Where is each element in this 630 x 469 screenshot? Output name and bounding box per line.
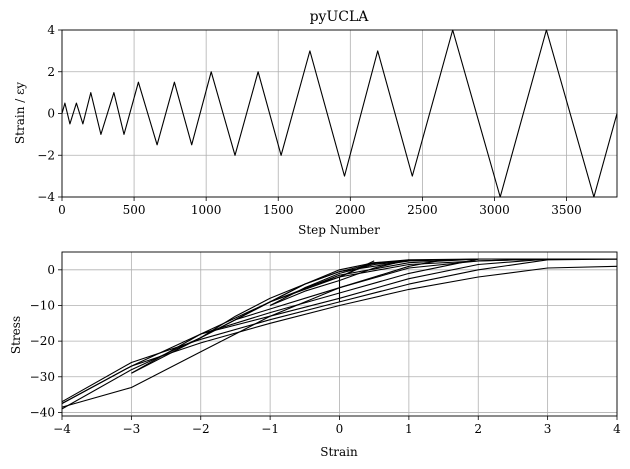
series-line: [235, 258, 444, 321]
x-tick-label: −4: [53, 422, 71, 436]
y-tick-label: −4: [37, 190, 55, 204]
y-axis-title: Stress: [9, 316, 23, 354]
series-line: [61, 258, 617, 410]
series-line: [61, 258, 548, 408]
y-tick-label: −30: [30, 370, 55, 384]
x-tick-label: 2000: [335, 203, 366, 217]
x-tick-label: 0: [58, 203, 66, 217]
series-line: [61, 29, 618, 198]
series-line: [131, 258, 479, 374]
x-tick-label: −2: [192, 422, 210, 436]
x-tick-label: 2: [474, 422, 482, 436]
x-tick-label: −3: [123, 422, 141, 436]
y-tick-label: 2: [47, 65, 55, 79]
x-tick-label: 3500: [551, 203, 582, 217]
x-tick-label: −1: [261, 422, 279, 436]
x-tick-label: 0: [336, 422, 344, 436]
x-tick-label: 500: [123, 203, 146, 217]
series-line: [269, 260, 409, 306]
stress-strain-panel: Strain Stress −4 −3 −2 −1 0 1 2 3 4−40−30−20−100: [9, 251, 621, 459]
series-line: [338, 262, 375, 302]
x-tick-label: 4: [613, 422, 621, 436]
x-axis-title: Step Number: [298, 223, 380, 237]
x-tick-label: 3: [544, 422, 552, 436]
y-tick-label: 4: [47, 23, 55, 37]
strain-history-panel: pyUCLA Step Number Strain / εy 0 500 1000 1…: [13, 9, 618, 237]
x-tick-label: 1: [405, 422, 413, 436]
x-tick-label: 3000: [479, 203, 510, 217]
chart-title: pyUCLA: [310, 9, 370, 25]
y-tick-label: −40: [30, 405, 55, 419]
x-tick-label: 1000: [191, 203, 222, 217]
series-line: [61, 265, 618, 404]
x-tick-label: 1500: [263, 203, 294, 217]
y-axis-title: Strain / εy: [13, 82, 27, 144]
y-tick-label: −2: [37, 148, 55, 162]
y-tick-label: −10: [30, 298, 55, 312]
x-tick-label: 2500: [407, 203, 438, 217]
y-tick-label: 0: [47, 263, 55, 277]
x-axis-title: Strain: [320, 445, 358, 459]
y-tick-label: 0: [47, 107, 55, 121]
y-tick-label: −20: [30, 334, 55, 348]
